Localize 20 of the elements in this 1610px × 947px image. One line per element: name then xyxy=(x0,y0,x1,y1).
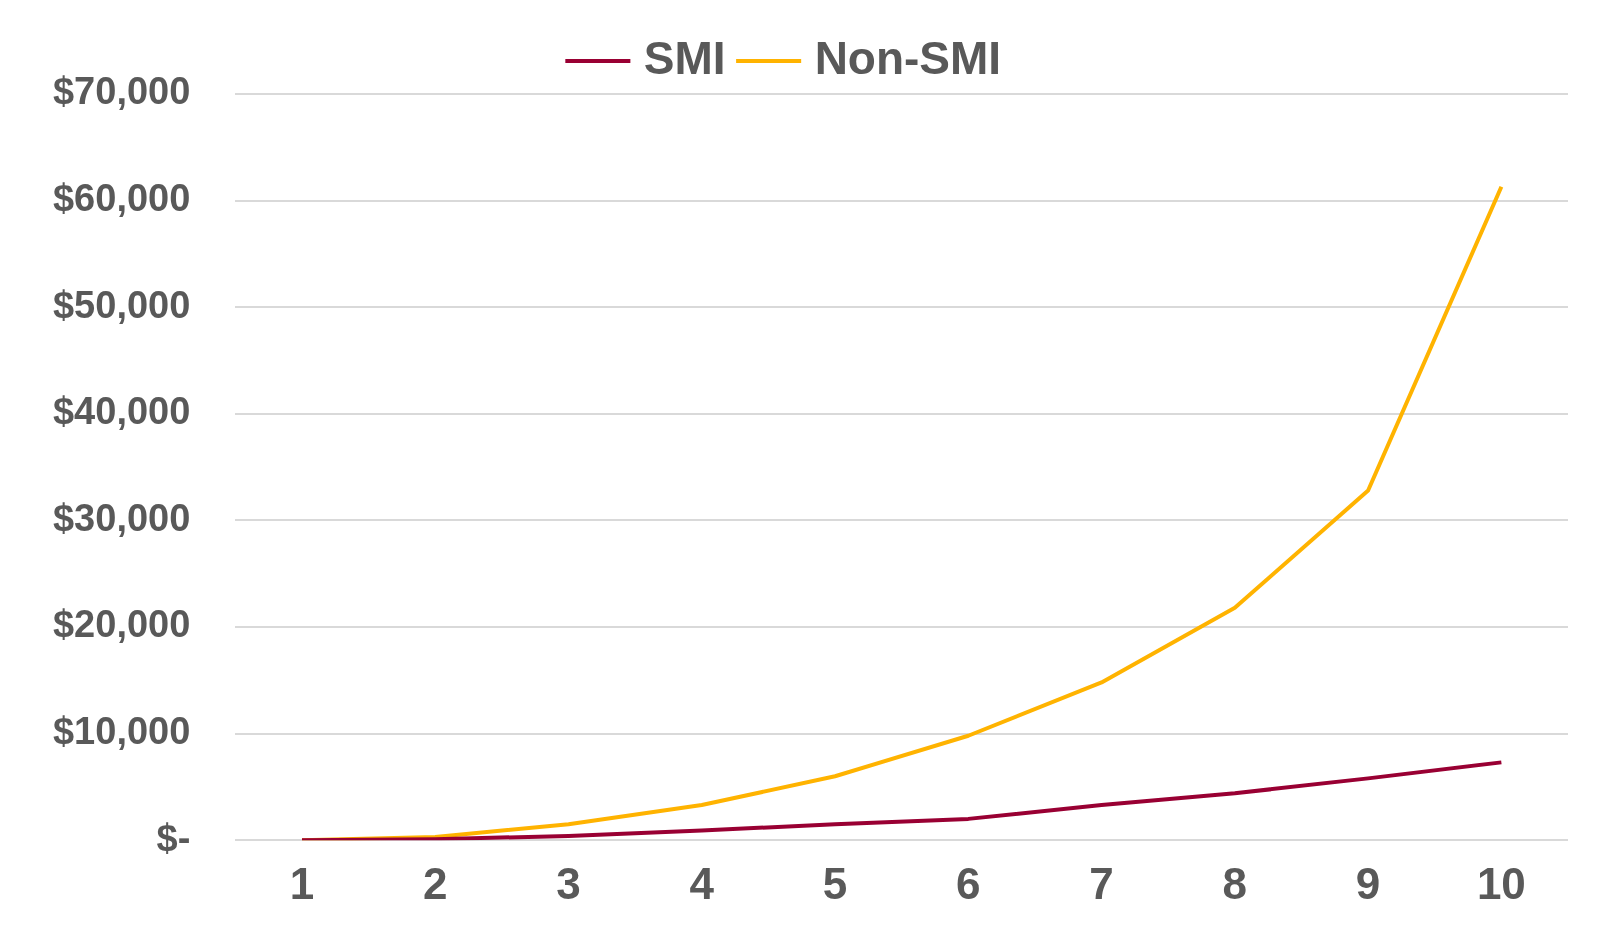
y-tick-label: $60,000 xyxy=(52,177,191,220)
y-tick-label: $50,000 xyxy=(52,283,191,326)
x-tick-label: 3 xyxy=(556,858,581,908)
x-tick-label: 7 xyxy=(1089,858,1114,908)
x-tick-label: 10 xyxy=(1476,858,1526,908)
y-tick-label: $10,000 xyxy=(52,710,191,753)
x-tick-label: 2 xyxy=(423,858,448,908)
legend-label: Non-SMI xyxy=(814,31,1002,84)
x-tick-label: 9 xyxy=(1355,858,1381,908)
x-tick-label: 4 xyxy=(689,858,715,908)
y-tick-label: $30,000 xyxy=(52,496,191,539)
legend-label: SMI xyxy=(643,31,726,84)
y-tick-label: $20,000 xyxy=(52,603,191,646)
x-tick-label: 1 xyxy=(289,858,315,908)
x-tick-label: 6 xyxy=(956,858,981,908)
y-tick-label: $- xyxy=(156,816,191,859)
x-tick-label: 5 xyxy=(822,858,848,908)
y-tick-label: $40,000 xyxy=(52,390,191,433)
x-tick-label: 8 xyxy=(1222,858,1248,908)
y-tick-label: $70,000 xyxy=(52,70,191,113)
